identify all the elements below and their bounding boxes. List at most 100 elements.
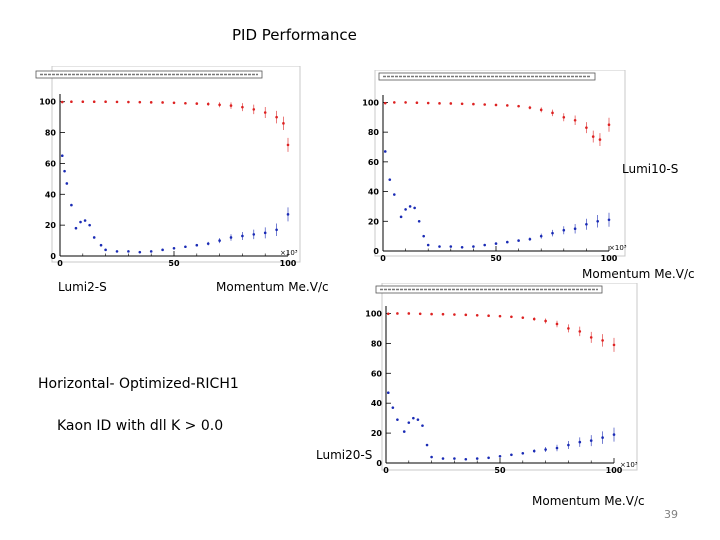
data-point xyxy=(391,406,395,409)
data-point xyxy=(426,101,430,105)
plot-lumi10: 0 20 40 60 80 100 0 50 100 ×10³ xyxy=(362,70,627,263)
data-point xyxy=(412,416,415,420)
data-point xyxy=(453,457,456,460)
plot-lumi2: 0 20 40 60 80 100 0 50 100 ×10³ xyxy=(35,66,301,268)
data-point xyxy=(506,104,509,107)
lumi2-label: Lumi2-S xyxy=(58,280,107,294)
data-point xyxy=(184,101,187,105)
data-point xyxy=(494,103,498,107)
data-point xyxy=(408,205,412,208)
data-point xyxy=(127,100,130,104)
data-point xyxy=(460,245,464,249)
x-tick-label: 50 xyxy=(490,254,502,263)
data-point xyxy=(589,336,593,339)
y-tick-label: 0 xyxy=(376,459,382,468)
data-point xyxy=(104,100,107,104)
canvas-frame xyxy=(51,66,301,263)
data-point xyxy=(510,453,513,457)
data-point xyxy=(607,218,611,222)
data-point xyxy=(555,322,559,326)
data-point xyxy=(532,317,536,321)
lumi20-label: Lumi20-S xyxy=(316,448,373,462)
x-tick-label: 0 xyxy=(57,259,63,268)
y-tick-label: 40 xyxy=(368,188,380,197)
data-point xyxy=(425,443,429,447)
data-point xyxy=(591,135,595,138)
x-tick-label: 100 xyxy=(606,466,623,475)
lumi10-momentum-label: Momentum Me.V/c xyxy=(582,267,695,281)
data-point xyxy=(521,316,525,319)
x-scale-label: ×10³ xyxy=(280,249,298,257)
data-point xyxy=(612,433,616,436)
data-point xyxy=(551,111,554,115)
data-point xyxy=(460,102,464,106)
data-point xyxy=(206,242,210,245)
data-point xyxy=(402,430,406,433)
data-point xyxy=(229,104,233,107)
canvas-frame xyxy=(374,70,626,257)
data-point xyxy=(206,102,210,106)
data-point xyxy=(275,228,278,232)
y-tick-label: 40 xyxy=(371,399,383,408)
y-tick-label: 100 xyxy=(39,98,56,107)
canvas-frame xyxy=(381,283,638,471)
series-misid xyxy=(386,391,616,461)
lumi2-momentum-label: Momentum Me.V/c xyxy=(216,280,329,294)
data-point xyxy=(601,436,604,439)
data-point xyxy=(517,104,520,108)
lumi10-label: Lumi10-S xyxy=(622,162,679,176)
data-point xyxy=(585,126,588,129)
data-point xyxy=(498,314,502,318)
data-point xyxy=(263,111,267,114)
data-point xyxy=(195,243,199,247)
data-point xyxy=(487,456,490,460)
data-point xyxy=(275,115,278,119)
data-point xyxy=(441,312,445,316)
data-point xyxy=(418,312,422,316)
data-point xyxy=(416,418,420,421)
data-point xyxy=(532,449,536,453)
data-point xyxy=(567,327,570,330)
data-point xyxy=(472,102,475,106)
data-point xyxy=(393,193,396,196)
y-tick-label: 0 xyxy=(373,247,379,256)
data-point xyxy=(60,100,64,104)
data-point xyxy=(396,418,399,421)
y-tick-label: 0 xyxy=(50,252,56,261)
y-tick-label: 80 xyxy=(368,128,380,137)
data-point xyxy=(472,245,475,248)
data-point xyxy=(573,227,577,231)
data-point xyxy=(601,339,604,342)
data-point xyxy=(475,457,479,460)
data-point xyxy=(438,245,441,248)
data-point xyxy=(252,233,256,236)
y-tick-label: 80 xyxy=(371,339,383,348)
data-point xyxy=(286,143,290,147)
data-point xyxy=(407,421,411,424)
data-point xyxy=(252,108,256,111)
data-point xyxy=(138,250,142,254)
data-point xyxy=(115,250,119,253)
data-point xyxy=(449,102,453,105)
data-point xyxy=(172,101,176,105)
data-point xyxy=(544,448,547,451)
data-point xyxy=(483,103,486,106)
data-point xyxy=(464,457,468,461)
data-point xyxy=(386,391,390,395)
data-point xyxy=(521,451,525,455)
data-point xyxy=(263,231,267,235)
data-point xyxy=(567,443,570,447)
data-point xyxy=(544,319,547,323)
x-tick-label: 100 xyxy=(601,254,618,263)
data-point xyxy=(104,248,107,252)
data-point xyxy=(539,108,543,112)
x-scale-label: ×10³ xyxy=(609,244,627,252)
data-point xyxy=(562,228,566,232)
y-tick-label: 20 xyxy=(45,221,57,230)
series-misid xyxy=(383,150,611,249)
data-point xyxy=(65,182,69,185)
data-point xyxy=(88,223,91,227)
data-point xyxy=(449,245,453,248)
x-tick-label: 50 xyxy=(494,466,506,475)
